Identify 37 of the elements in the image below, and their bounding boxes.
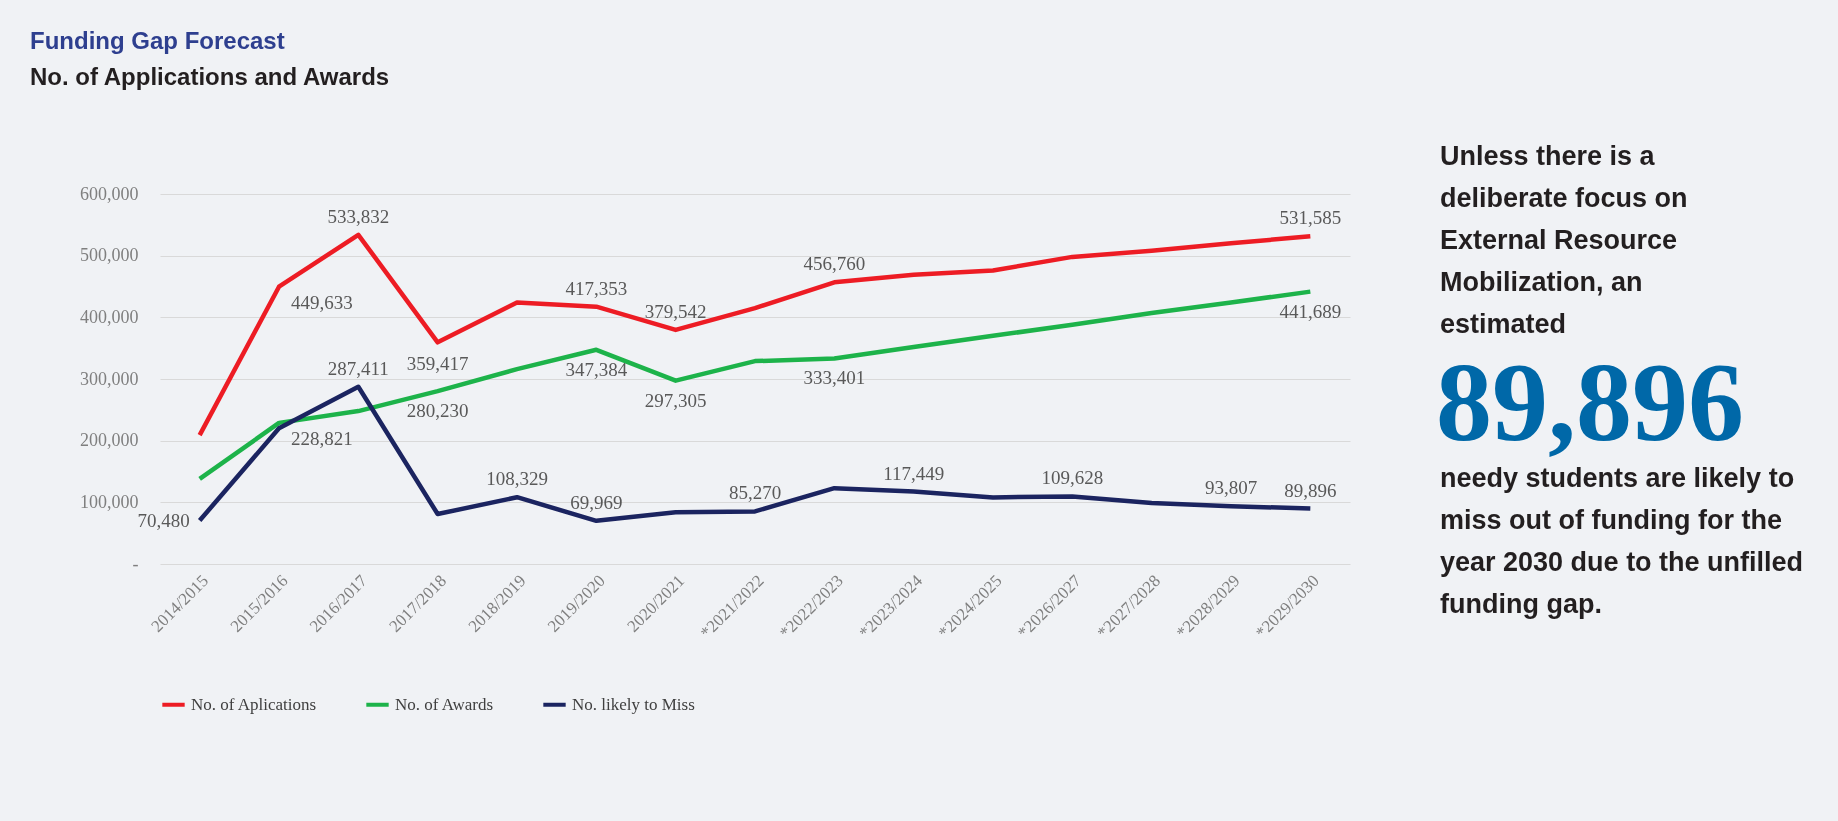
text: needy students are likely to miss out of funding for the year 2030 due to the unfilled funding gap.	[1440, 462, 1805, 621]
text: 89,896	[1436, 340, 1745, 464]
y-tick-label: 400,000	[80, 306, 139, 327]
data-label: 89,896	[1284, 479, 1337, 501]
data-label: 117,449	[883, 462, 945, 484]
data-label: 108,329	[486, 468, 548, 490]
data-label: 85,270	[728, 482, 782, 504]
data-label: 347,384	[565, 358, 628, 380]
text: Unless there is a deliberate focus on External Resource Mobilization, an estimated	[1440, 141, 1688, 339]
data-label: 379,542	[644, 300, 707, 322]
data-label: 93,807	[1204, 477, 1258, 499]
legend-label: No. of Awards	[395, 694, 494, 714]
legend-label: No. of Aplications	[191, 694, 317, 714]
data-label: 441,689	[1279, 300, 1342, 322]
y-tick-label: 500,000	[80, 245, 139, 266]
y-tick-label: 100,000	[80, 491, 139, 512]
data-label: 533,832	[327, 205, 390, 227]
data-label: 359,417	[406, 353, 469, 375]
data-label: 280,230	[406, 400, 469, 422]
data-label: 531,585	[1279, 207, 1342, 229]
y-tick-label: 200,000	[80, 430, 139, 451]
y-tick-label: 300,000	[80, 368, 139, 389]
data-label: 69,969	[570, 491, 623, 513]
data-label: 449,633	[291, 291, 353, 313]
data-label: 333,401	[803, 367, 866, 389]
data-label: 228,821	[291, 427, 353, 449]
chart-title: Funding Gap Forecast	[30, 27, 285, 54]
data-label: 417,353	[565, 277, 628, 299]
data-label: 109,628	[1041, 467, 1104, 489]
legend-label: No. likely to Miss	[572, 694, 695, 714]
data-label: 287,411	[327, 357, 389, 379]
y-tick-label: -	[132, 553, 139, 574]
data-label: 456,760	[803, 253, 866, 275]
chart-subtitle: No. of Applications and Awards	[30, 63, 390, 90]
data-label: 70,480	[137, 509, 190, 531]
data-label: 297,305	[644, 389, 707, 411]
y-tick-label: 600,000	[80, 183, 139, 204]
